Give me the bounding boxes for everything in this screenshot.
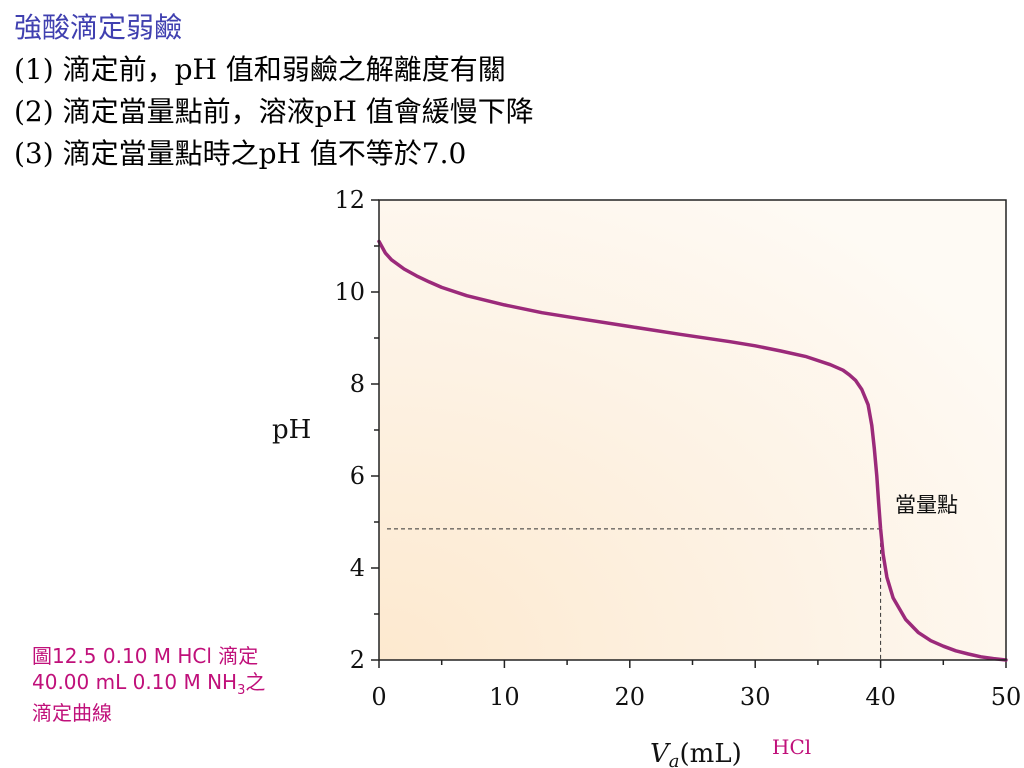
x-tick-label: 10 bbox=[489, 683, 520, 711]
caption-line-2-text: 40.00 mL 0.10 M NH bbox=[32, 670, 238, 694]
x-tick-label: 30 bbox=[740, 683, 771, 711]
y-tick-label: 12 bbox=[334, 186, 365, 214]
plot-area bbox=[379, 200, 1006, 660]
x-tick-label: 20 bbox=[615, 683, 646, 711]
titration-curve bbox=[377, 239, 1008, 662]
y-tick-label: 10 bbox=[334, 278, 365, 306]
caption-line-3: 滴定曲線 bbox=[32, 700, 112, 725]
x-tick-label: 50 bbox=[991, 683, 1022, 711]
x-axis-label-subscript: a bbox=[669, 751, 680, 768]
x-tick-label: 40 bbox=[865, 683, 896, 711]
y-axis-label: pH bbox=[272, 415, 311, 445]
x-axis-label-unit: (mL) bbox=[680, 739, 742, 768]
point-2: (2) 滴定當量點前，溶液pH 值會緩慢下降 bbox=[14, 95, 534, 128]
x-axis-label-symbol: V bbox=[650, 739, 671, 768]
y-tick-label: 6 bbox=[350, 462, 365, 490]
plot-frame bbox=[378, 199, 1007, 661]
y-tick-label: 8 bbox=[350, 370, 365, 398]
caption-line-2: 40.00 mL 0.10 M NH3之 bbox=[32, 669, 317, 700]
x-axis-label: Va(mL) bbox=[650, 739, 742, 768]
x-axis-note: HCl bbox=[772, 735, 811, 759]
caption-line-2-suffix: 之 bbox=[245, 670, 266, 694]
y-tick-label: 2 bbox=[350, 646, 365, 674]
slide-heading: 強酸滴定弱鹼 bbox=[14, 11, 183, 44]
x-tick-label: 0 bbox=[371, 683, 386, 711]
equivalence-point-label: 當量點 bbox=[895, 493, 958, 517]
y-tick-label: 4 bbox=[350, 554, 365, 582]
caption-line-2-subscript: 3 bbox=[237, 683, 246, 698]
point-1: (1) 滴定前，pH 值和弱鹼之解離度有關 bbox=[14, 53, 506, 86]
caption-line-1: 圖12.5 0.10 M HCl 滴定 bbox=[32, 644, 259, 668]
figure-caption: 圖12.5 0.10 M HCl 滴定 40.00 mL 0.10 M NH3之… bbox=[32, 643, 317, 726]
point-3: (3) 滴定當量點時之pH 值不等於7.0 bbox=[14, 137, 467, 170]
